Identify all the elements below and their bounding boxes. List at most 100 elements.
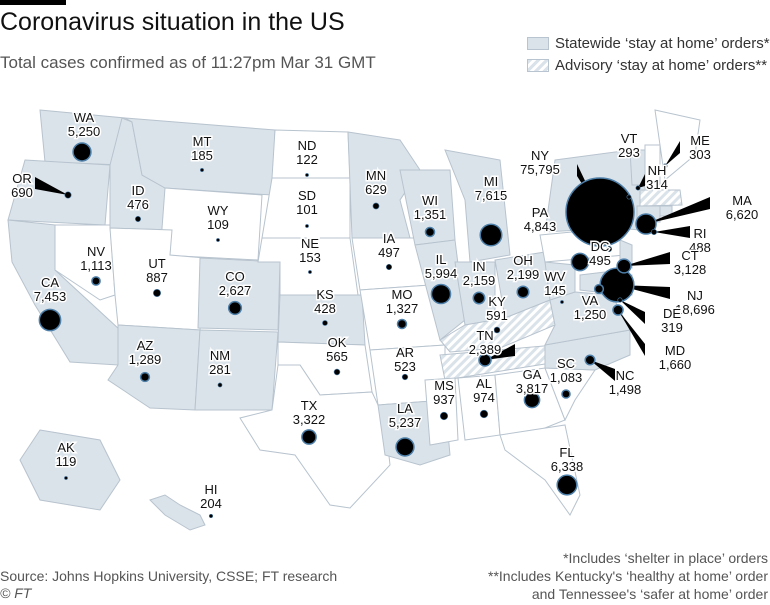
- bubble-wy: [216, 238, 220, 242]
- case-count-sc: 1,083: [550, 370, 583, 385]
- case-count-me: 303: [689, 147, 711, 162]
- bubble-va: [593, 283, 605, 295]
- case-count-wy: 109: [207, 217, 229, 232]
- state-code-ca: CA: [41, 275, 59, 290]
- state-shape-ms: [424, 377, 459, 446]
- state-code-nc: NC: [616, 368, 635, 383]
- state-label-oh: OH2,199: [505, 252, 541, 284]
- case-count-ne: 153: [299, 250, 321, 265]
- case-count-nh: 314: [646, 177, 668, 192]
- legend-item-advisory: Advisory ‘stay at home’ orders**: [527, 55, 770, 75]
- state-code-ny: NY: [531, 148, 549, 163]
- copyright: © FT: [0, 585, 32, 601]
- callout-nc: [590, 360, 615, 381]
- state-code-al: AL: [476, 376, 492, 391]
- state-label-pa: PA4,843: [522, 204, 558, 236]
- state-code-ne: NE: [301, 236, 319, 251]
- state-labels: WA5,250OR690CA7,453NV1,113ID476MT185WY10…: [10, 109, 760, 513]
- state-shape-wv: [544, 261, 576, 301]
- state-code-ok: OK: [328, 335, 347, 350]
- case-count-la: 5,237: [389, 415, 422, 430]
- state-shape-ma: [639, 189, 683, 207]
- bubble-fl: [556, 474, 578, 496]
- state-shape-co: [197, 257, 281, 331]
- state-code-vt: VT: [621, 131, 638, 146]
- brand-bar: [0, 0, 66, 5]
- bubble-sd: [305, 224, 309, 228]
- bubble-md: [612, 304, 624, 316]
- state-code-sc: SC: [557, 356, 575, 371]
- state-code-md: MD: [665, 343, 685, 358]
- bubble-nh: [635, 185, 641, 191]
- state-label-nc: NC1,498: [607, 367, 643, 399]
- state-label-sc: SC1,083: [548, 355, 584, 387]
- bubble-ct: [616, 258, 632, 274]
- state-label-mi: MI7,615: [473, 173, 509, 205]
- bubble-co: [227, 300, 243, 316]
- state-code-mi: MI: [484, 174, 498, 189]
- state-code-id: ID: [132, 183, 145, 198]
- bubble-ga: [523, 391, 541, 409]
- case-count-ak: 119: [56, 454, 77, 469]
- state-code-ga: GA: [523, 367, 542, 382]
- bubble-or: [64, 191, 72, 199]
- bubble-ms: [439, 411, 449, 421]
- case-count-ks: 428: [314, 301, 336, 316]
- bubble-nd: [305, 173, 309, 177]
- case-count-pa: 4,843: [524, 219, 557, 234]
- state-code-in: IN: [473, 259, 486, 274]
- state-code-ma: MA: [732, 193, 752, 208]
- state-label-ma: MA6,620: [724, 192, 760, 224]
- case-count-ar: 523: [394, 359, 416, 374]
- state-label-mo: MO1,327: [384, 286, 420, 318]
- case-count-oh: 2,199: [507, 267, 540, 282]
- case-count-wa: 5,250: [68, 124, 101, 139]
- state-code-dc: DC: [591, 239, 610, 254]
- state-code-ia: IA: [383, 231, 396, 246]
- bubble-wi: [424, 226, 436, 238]
- state-code-or: OR: [12, 171, 32, 186]
- legend-label-advisory: Advisory ‘stay at home’ orders**: [555, 56, 768, 74]
- bubble-ma: [635, 213, 657, 235]
- footnote-3: and Tennessee's ‘safer at home’ order: [531, 586, 768, 602]
- bubble-tx: [301, 429, 317, 445]
- case-count-hi: 204: [200, 496, 222, 511]
- case-count-vt: 293: [618, 145, 640, 160]
- bubble-mn: [372, 202, 380, 210]
- bubble-ok: [333, 368, 341, 376]
- case-count-nm: 281: [209, 362, 231, 377]
- bubble-ks: [322, 320, 328, 326]
- case-count-ny: 75,795: [520, 162, 560, 177]
- state-code-ar: AR: [396, 345, 414, 360]
- state-code-fl: FL: [559, 445, 574, 460]
- state-code-co: CO: [225, 269, 245, 284]
- case-count-de: 319: [661, 320, 683, 335]
- bubble-ky: [493, 326, 501, 334]
- case-count-va: 1,250: [574, 307, 607, 322]
- state-label-ct: CT3,128: [672, 247, 708, 279]
- case-count-mi: 7,615: [475, 188, 508, 203]
- case-count-il: 5,994: [425, 266, 458, 281]
- bubble-il: [430, 283, 452, 305]
- state-label-md: MD1,660: [657, 342, 693, 374]
- callout-or: [35, 177, 68, 195]
- bubble-oh: [516, 285, 530, 299]
- case-count-wv: 145: [544, 283, 566, 298]
- state-label-fl: FL6,338: [549, 444, 585, 476]
- state-shape-me: [654, 109, 701, 181]
- state-code-wy: WY: [208, 203, 229, 218]
- state-code-me: ME: [690, 133, 710, 148]
- state-code-tn: TN: [476, 328, 493, 343]
- bubble-me: [662, 163, 668, 169]
- case-count-tx: 3,322: [293, 412, 326, 427]
- case-count-md: 1,660: [659, 357, 692, 372]
